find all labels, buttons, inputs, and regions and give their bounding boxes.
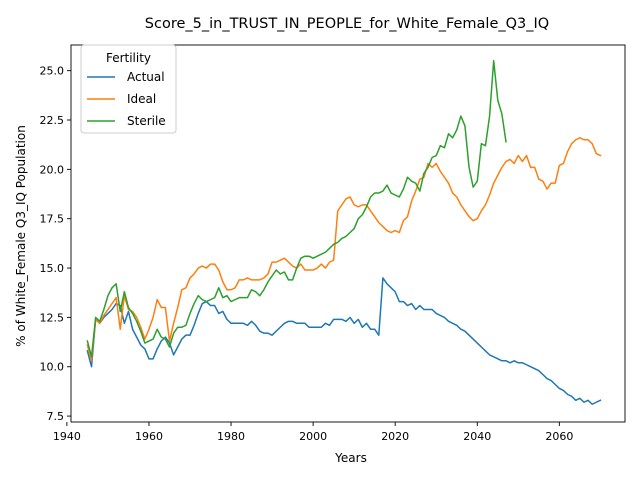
plot-frame — [70, 44, 626, 423]
y-tick-label: 10.0 — [40, 361, 65, 374]
legend-items: Actual Ideal Sterile — [87, 70, 166, 128]
x-tick-label: 2040 — [463, 430, 491, 443]
y-tick-label: 20.0 — [40, 163, 65, 176]
y-axis: 7.5 10.0 12.5 15.0 17.5 20.0 22.5 25.0 — [40, 65, 71, 423]
x-tick-label: 2000 — [299, 430, 327, 443]
chart-title: Score_5_in_TRUST_IN_PEOPLE_for_White_Fem… — [145, 16, 549, 32]
y-tick-label: 7.5 — [47, 410, 65, 423]
x-tick-label: 1980 — [217, 430, 245, 443]
series-line-ideal — [86, 137, 602, 362]
legend-title: Fertility — [106, 51, 151, 65]
x-tick-label: 2020 — [381, 430, 409, 443]
series-line-sterile — [86, 60, 507, 358]
plot-lines — [86, 60, 602, 405]
y-axis-label: % of White_Female Q3_IQ Population — [14, 125, 28, 347]
legend-label-ideal: Ideal — [127, 92, 156, 106]
legend-label-sterile: Sterile — [127, 114, 166, 128]
x-tick-label: 1940 — [53, 430, 81, 443]
x-axis: 1940 1960 1980 2000 2020 2040 2060 — [53, 422, 573, 443]
y-tick-label: 12.5 — [40, 311, 65, 324]
x-tick-label: 2060 — [545, 430, 573, 443]
legend-label-actual: Actual — [127, 70, 165, 84]
y-tick-label: 25.0 — [40, 65, 65, 78]
y-tick-label: 22.5 — [40, 114, 65, 127]
legend: Fertility Actual Ideal Sterile — [80, 44, 177, 134]
legend-box — [80, 44, 177, 134]
y-tick-label: 15.0 — [40, 262, 65, 275]
x-tick-label: 1960 — [135, 430, 163, 443]
y-tick-label: 17.5 — [40, 213, 65, 226]
series-line-actual — [86, 277, 602, 405]
x-axis-label: Years — [334, 451, 367, 465]
